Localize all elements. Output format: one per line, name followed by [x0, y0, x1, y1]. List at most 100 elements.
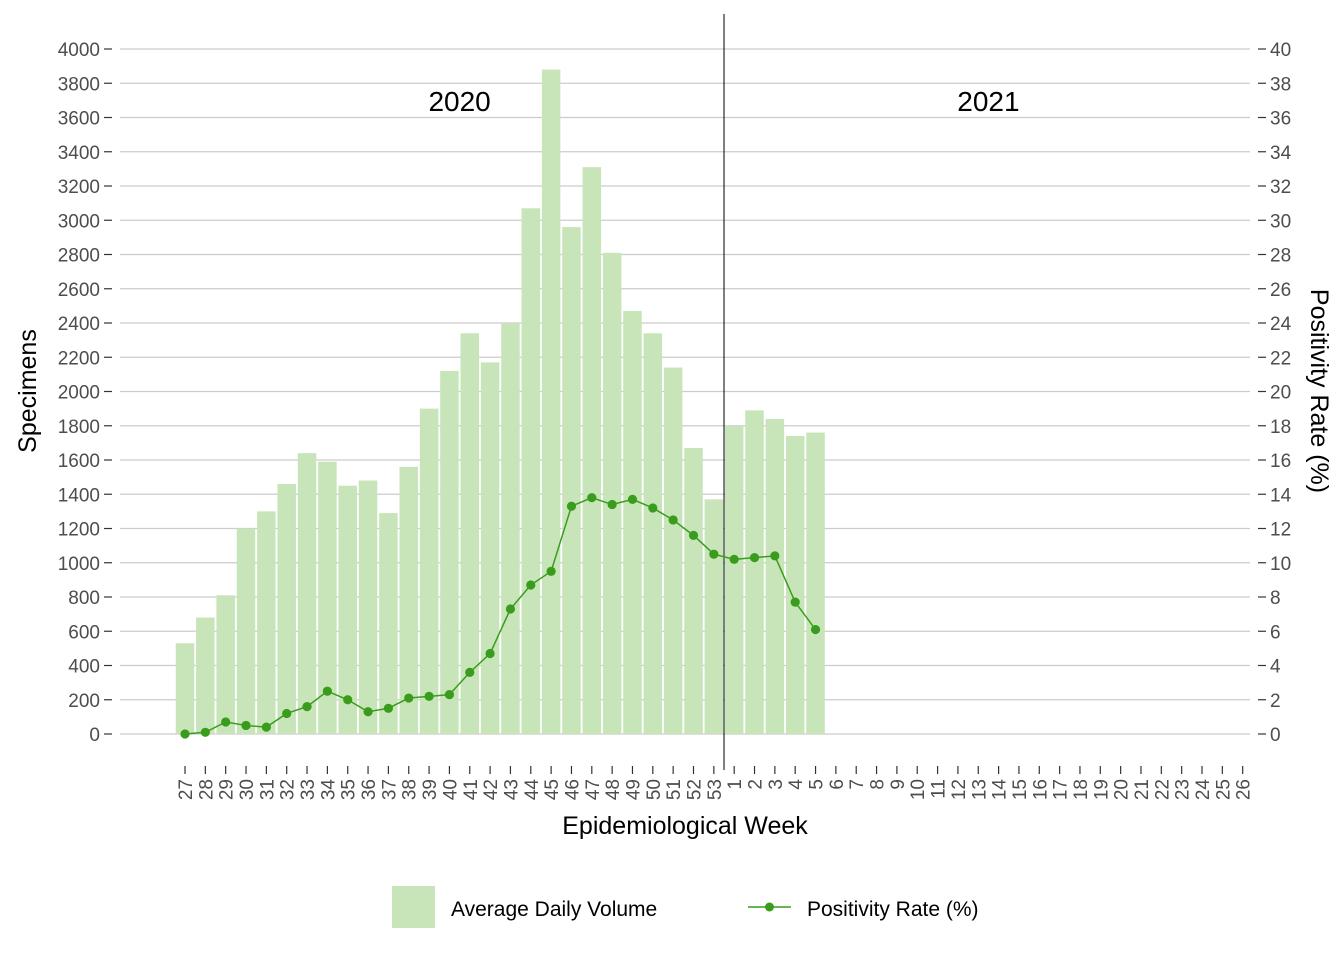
x-tick-label: 51 [664, 779, 685, 800]
x-tick-label: 24 [1193, 779, 1214, 801]
y-tick-label: 800 [68, 588, 100, 609]
x-tick-label: 34 [318, 779, 339, 801]
y2-tick-label: 38 [1270, 74, 1291, 95]
bar [318, 461, 337, 734]
x-tick-label: 29 [217, 779, 238, 800]
bar [338, 485, 357, 734]
bar [602, 252, 622, 734]
y2-tick-label: 18 [1270, 417, 1291, 438]
x-tick-label: 41 [461, 779, 482, 800]
bar [704, 499, 724, 734]
left-y-axis: 0 200 400 600 800 1000 1200 1400 1600 1800 2000 220… [58, 40, 112, 746]
y-tick-label: 3000 [58, 211, 100, 232]
y2-tick-label: 14 [1270, 485, 1292, 506]
x-tick-label: 32 [278, 779, 299, 800]
x-tick-label: 40 [440, 779, 461, 800]
positivity-point [343, 695, 353, 705]
y-tick-label: 4000 [58, 40, 100, 61]
bar [745, 410, 764, 734]
bar [257, 511, 276, 734]
y2-tick-label: 8 [1270, 588, 1281, 609]
y-tick-label: 2600 [58, 280, 100, 301]
year-label: 2020 [428, 86, 490, 117]
bar [785, 436, 805, 734]
positivity-point [363, 707, 373, 717]
x-tick-label: 35 [339, 779, 360, 800]
x-tick-label: 13 [969, 779, 990, 800]
y2-tick-label: 40 [1270, 40, 1291, 61]
positivity-point [505, 604, 516, 614]
positivity-point [444, 690, 455, 700]
bar [480, 362, 500, 734]
x-axis-title: Epidemiological Week [562, 812, 808, 840]
bar [236, 528, 256, 734]
positivity-point [810, 624, 821, 635]
bar [175, 643, 195, 734]
x-tick-label: 39 [420, 779, 441, 800]
bar [440, 370, 459, 734]
y-tick-label: 0 [89, 725, 100, 746]
positivity-point [648, 503, 658, 513]
bar [663, 367, 683, 734]
x-tick-label: 19 [1091, 779, 1112, 800]
x-tick-label: 18 [1071, 779, 1092, 800]
y2-tick-label: 16 [1270, 451, 1291, 472]
y2-tick-label: 22 [1270, 348, 1291, 369]
bar [724, 425, 744, 734]
y2-tick-label: 2 [1270, 691, 1281, 712]
y-tick-label: 3600 [58, 109, 100, 130]
x-tick-label: 20 [1112, 779, 1133, 800]
y-tick-label: 1200 [58, 520, 100, 541]
x-tick-label: 31 [257, 779, 278, 800]
bar [806, 432, 825, 734]
x-tick-label: 11 [929, 779, 950, 799]
x-tick-label: 30 [237, 779, 258, 800]
bar [277, 483, 296, 734]
bar [521, 208, 541, 734]
y-tick-label: 2400 [58, 314, 100, 335]
y2-tick-label: 6 [1270, 622, 1281, 643]
legend-key-positivity-rate-point [765, 902, 774, 912]
bar [541, 69, 561, 735]
x-tick-label: 4 [786, 779, 807, 790]
x-tick-label: 17 [1051, 779, 1072, 800]
x-tick-label: 46 [562, 779, 583, 800]
x-tick-label: 23 [1173, 779, 1194, 800]
positivity-point [587, 493, 597, 503]
y-tick-label: 1600 [58, 451, 100, 472]
y-tick-label: 400 [68, 657, 100, 678]
x-tick-label: 21 [1132, 779, 1153, 800]
legend-key-average-daily-volume [392, 886, 435, 928]
bar [379, 513, 398, 734]
positivity-point [302, 702, 312, 712]
x-tick-label: 28 [196, 779, 217, 800]
positivity-point [282, 708, 292, 719]
year-label: 2021 [957, 86, 1019, 117]
y-tick-label: 2000 [58, 383, 100, 404]
x-tick-label: 7 [847, 779, 868, 790]
x-tick-label: 15 [1010, 779, 1031, 800]
y2-tick-label: 26 [1270, 280, 1291, 301]
y2-axis-title: Positivity Rate (%) [1305, 289, 1333, 493]
x-tick-label: 43 [501, 779, 522, 800]
positivity-point [770, 551, 780, 561]
line-series-positivity-rate [180, 493, 821, 739]
positivity-point [241, 720, 251, 731]
bar [460, 333, 480, 734]
bar [501, 323, 520, 734]
year-labels: 2020 2021 [428, 86, 1019, 117]
y-tick-label: 3200 [58, 177, 100, 198]
y-tick-label: 1400 [58, 485, 100, 506]
positivity-point [465, 667, 475, 677]
x-tick-label: 38 [400, 779, 421, 800]
y2-tick-label: 12 [1270, 520, 1291, 541]
x-tick-label: 50 [644, 779, 665, 800]
positivity-point [180, 729, 190, 739]
x-tick-label: 45 [542, 779, 563, 800]
y-tick-label: 1000 [58, 554, 100, 575]
x-tick-label: 36 [359, 779, 380, 800]
y-tick-label: 2800 [58, 246, 100, 267]
x-tick-label: 16 [1030, 779, 1051, 800]
x-tick-label: 33 [298, 779, 319, 800]
x-tick-label: 8 [868, 779, 889, 790]
